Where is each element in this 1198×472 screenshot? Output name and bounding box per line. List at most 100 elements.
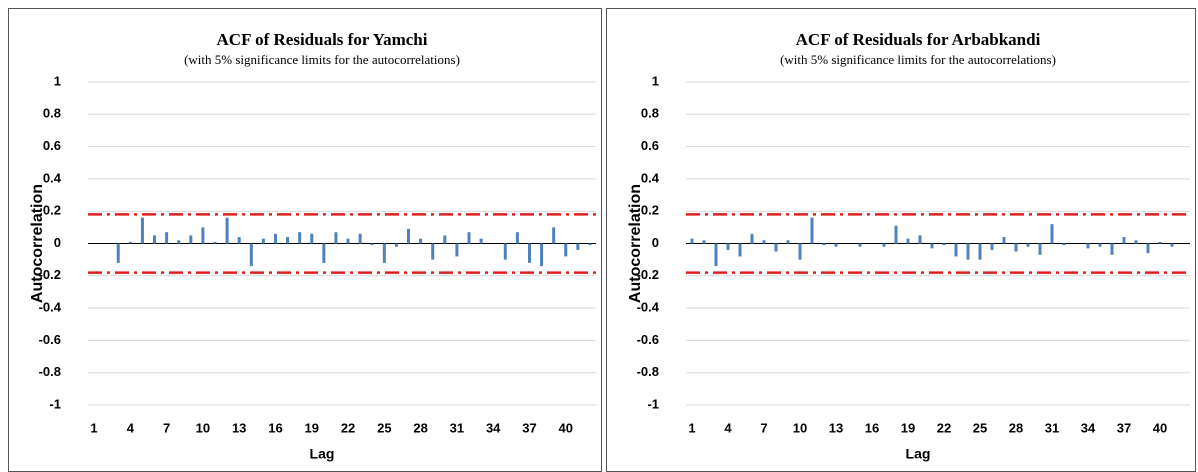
bar: [503, 243, 507, 260]
x-tick-label: 37: [1117, 420, 1131, 435]
y-tick-label: 1: [54, 73, 61, 88]
y-tick-label: -0.6: [637, 332, 659, 347]
x-tick-label: 16: [268, 420, 282, 435]
bar: [966, 243, 970, 260]
y-tick-label: -1: [647, 396, 659, 411]
bar: [1062, 243, 1066, 246]
bar: [153, 235, 157, 244]
x-tick-label: 28: [1009, 420, 1023, 435]
bar: [540, 243, 544, 267]
x-tick-label: 37: [522, 420, 536, 435]
bar: [990, 243, 994, 250]
bar: [834, 243, 838, 247]
x-tick-label: 31: [1045, 420, 1059, 435]
bar: [515, 232, 519, 244]
bar: [334, 232, 338, 244]
y-axis-label: Autocorrelation: [627, 184, 644, 303]
bar: [249, 243, 253, 267]
x-tick-label: 22: [341, 420, 355, 435]
bar: [370, 243, 374, 246]
x-tick-label: 34: [486, 420, 501, 435]
bar: [358, 233, 362, 244]
x-tick-label: 1: [90, 420, 97, 435]
y-tick-label: 0.4: [641, 170, 660, 185]
bar: [467, 232, 471, 244]
y-tick-label: 0.8: [43, 106, 61, 121]
y-tick-label: 0.6: [43, 138, 61, 153]
bar: [1098, 243, 1102, 247]
bar: [714, 243, 718, 267]
bar: [750, 233, 754, 244]
y-tick-label: -0.4: [637, 300, 660, 315]
bar: [189, 235, 193, 244]
bar: [882, 243, 886, 247]
x-tick-label: 28: [413, 420, 427, 435]
bar: [906, 238, 910, 244]
y-tick-label: -0.8: [39, 364, 61, 379]
bar: [576, 243, 580, 250]
bar: [1170, 243, 1174, 247]
bar: [786, 240, 790, 244]
bar: [978, 243, 982, 260]
bar: [455, 243, 459, 257]
x-tick-label: 22: [937, 420, 951, 435]
x-tick-label: 7: [760, 420, 767, 435]
bar: [261, 238, 265, 244]
y-axis-label: Autocorrelation: [29, 184, 46, 303]
bar: [858, 243, 862, 247]
x-tick-label: 10: [196, 420, 210, 435]
y-tick-label: -1: [49, 396, 61, 411]
bar: [225, 217, 229, 244]
y-tick-label: -0.6: [39, 332, 61, 347]
x-axis-label: Lag: [906, 446, 931, 462]
x-tick-label: 25: [973, 420, 987, 435]
bar: [1110, 243, 1114, 255]
bar: [1146, 243, 1150, 254]
y-tick-label: 0.8: [641, 106, 659, 121]
y-tick-label: -0.4: [39, 300, 62, 315]
x-tick-label: 25: [377, 420, 391, 435]
bar: [407, 228, 411, 244]
x-tick-label: 10: [793, 420, 807, 435]
bar: [443, 235, 447, 244]
bar: [918, 235, 922, 244]
bar: [201, 227, 205, 244]
x-tick-label: 19: [305, 420, 319, 435]
bar: [894, 225, 898, 244]
bar: [431, 243, 435, 260]
bar: [128, 241, 132, 244]
chart-panel: ACF of Residuals for Yamchi (with 5% sign…: [8, 8, 602, 472]
bar: [273, 233, 277, 244]
x-tick-label: 4: [724, 420, 732, 435]
bar: [1134, 240, 1138, 244]
bar: [177, 240, 181, 244]
bar: [1026, 243, 1030, 247]
y-tick-label: 1: [652, 73, 659, 88]
bar: [738, 243, 742, 257]
x-axis-label: Lag: [310, 446, 335, 462]
bar: [140, 217, 144, 244]
chart-panel: ACF of Residuals for Arbabkandi (with 5% …: [606, 8, 1196, 472]
x-tick-label: 13: [829, 420, 843, 435]
bar: [762, 240, 766, 244]
x-tick-label: 1: [688, 420, 695, 435]
bar: [165, 232, 169, 244]
bar: [726, 243, 730, 250]
bar: [479, 238, 483, 244]
chart-subtitle: (with 5% significance limits for the aut…: [184, 52, 460, 67]
x-tick-label: 19: [901, 420, 915, 435]
bar: [1158, 241, 1162, 244]
y-tick-label: -0.2: [637, 267, 659, 282]
bar: [930, 243, 934, 249]
bar: [798, 243, 802, 260]
y-tick-label: 0.6: [641, 138, 659, 153]
bar: [394, 243, 398, 247]
chart-subtitle: (with 5% significance limits for the aut…: [780, 52, 1056, 67]
x-tick-label: 31: [450, 420, 464, 435]
bar: [954, 243, 958, 257]
bar: [822, 243, 826, 246]
bar: [116, 243, 120, 263]
bar: [1038, 243, 1042, 255]
bar: [322, 243, 326, 263]
